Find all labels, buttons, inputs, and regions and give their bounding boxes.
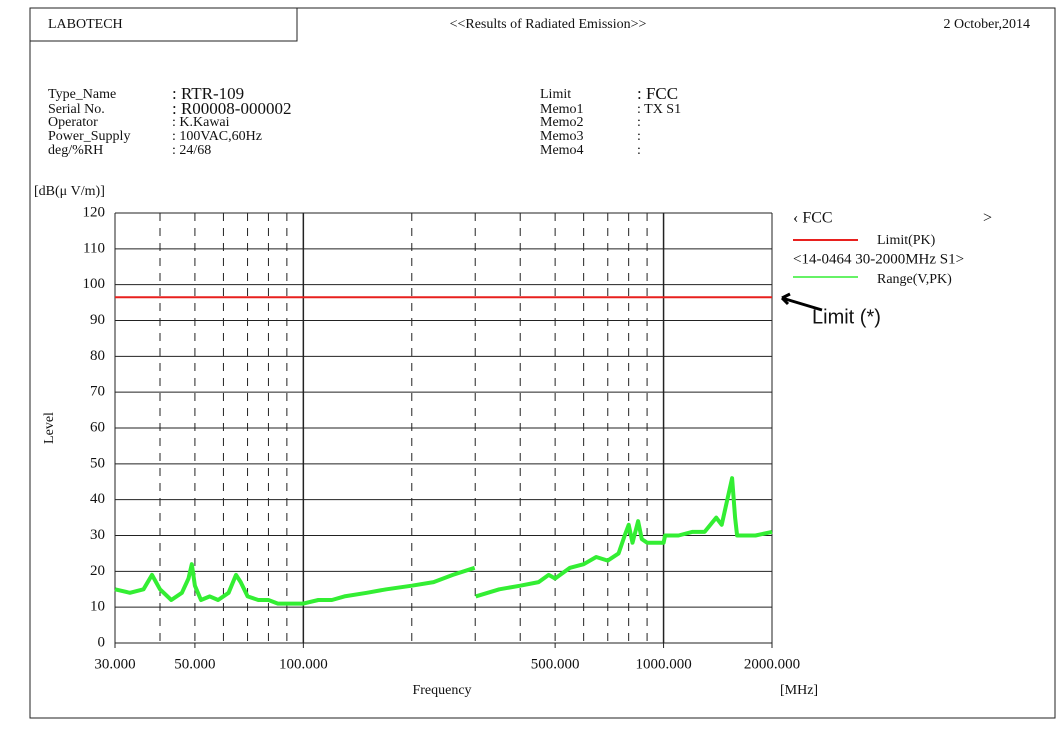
y-tick-label: 10 <box>90 599 105 615</box>
y-tick-label: 0 <box>98 634 106 650</box>
info-label: Memo2 <box>540 115 584 130</box>
info-value: : RTR-109 <box>172 84 244 103</box>
legend-group: <14-0464 30-2000MHz S1> <box>793 251 964 267</box>
x-tick-label: 100.000 <box>279 656 328 672</box>
annotation-arrow <box>780 292 823 312</box>
x-unit: [MHz] <box>780 683 818 698</box>
info-value: : R00008-000002 <box>172 99 291 118</box>
y-tick-label: 30 <box>90 527 105 543</box>
y-tick-label: 60 <box>90 419 105 435</box>
x-tick-label: 500.000 <box>531 656 580 672</box>
x-tick-label: 2000.000 <box>744 656 800 672</box>
x-axis-label: Frequency <box>412 683 471 698</box>
company: LABOTECH <box>48 17 123 32</box>
y-tick-label: 20 <box>90 563 105 579</box>
y-tick-label: 120 <box>83 204 106 220</box>
legend-title: ‹ FCC <box>793 210 833 227</box>
x-tick-label: 30.000 <box>94 656 135 672</box>
info-value: : <box>637 143 641 158</box>
info-label: Limit <box>540 87 571 102</box>
y-tick-label: 50 <box>90 455 105 471</box>
y-unit: [dB(μ V/m)] <box>34 184 105 199</box>
info-label: Memo4 <box>540 143 584 158</box>
info-value: : TX S1 <box>637 102 681 117</box>
info-value: : <box>637 115 641 130</box>
info-label: Serial No. <box>48 102 105 117</box>
legend-label: Range(V,PK) <box>877 272 952 287</box>
title: <<Results of Radiated Emission>> <box>450 17 647 32</box>
legend-close: > <box>983 210 992 227</box>
info-value: : FCC <box>637 84 678 103</box>
info-value: : 100VAC,60Hz <box>172 129 262 144</box>
info-label: Power_Supply <box>48 129 130 144</box>
y-tick-label: 90 <box>90 312 105 328</box>
info-label: Operator <box>48 115 98 130</box>
info-value: : K.Kawai <box>172 115 230 130</box>
company-box <box>29 7 298 42</box>
annotation: Limit (*) <box>812 306 881 328</box>
y-tick-label: 40 <box>90 491 105 507</box>
info-label: deg/%RH <box>48 143 103 158</box>
y-tick-label: 70 <box>90 384 105 400</box>
y-tick-label: 100 <box>83 276 106 292</box>
trace <box>114 476 773 606</box>
info-value: : <box>637 129 641 144</box>
info-label: Memo1 <box>540 102 584 117</box>
y-tick-label: 80 <box>90 348 105 364</box>
date: 2 October,2014 <box>943 17 1030 32</box>
frame <box>29 7 1056 719</box>
legend-label: Limit(PK) <box>877 233 936 248</box>
info-label: Memo3 <box>540 129 584 144</box>
y-axis-label: Level <box>42 412 57 444</box>
x-tick-label: 50.000 <box>174 656 215 672</box>
info-value: : 24/68 <box>172 143 211 158</box>
info-label: Type_Name <box>48 87 116 102</box>
y-tick-label: 110 <box>83 240 105 256</box>
x-tick-label: 1000.000 <box>635 656 691 672</box>
